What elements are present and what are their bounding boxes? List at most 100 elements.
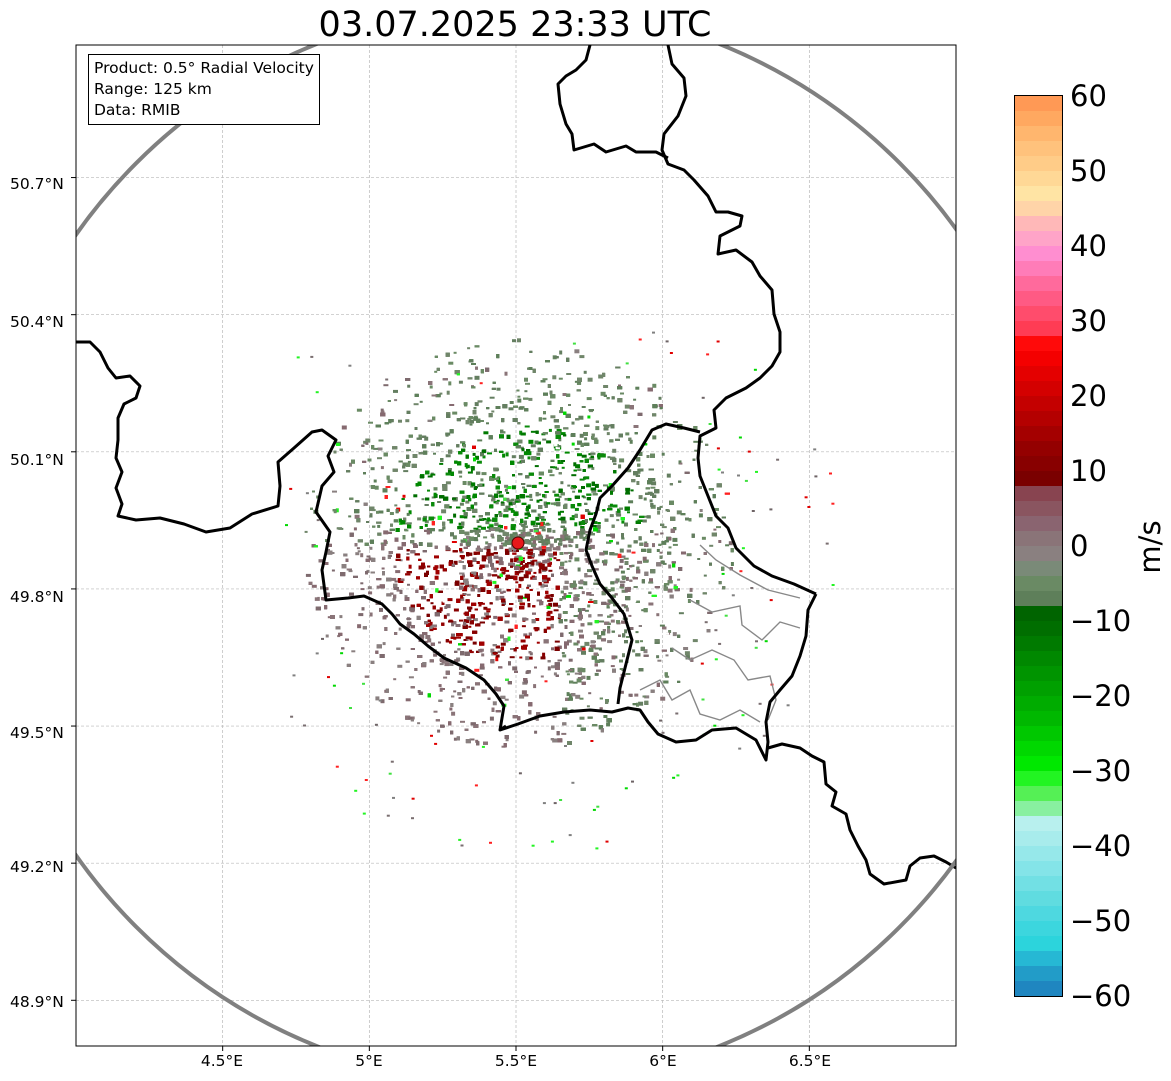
echo-pixel <box>536 641 540 644</box>
echo-pixel <box>692 639 698 643</box>
echo-pixel <box>472 618 478 622</box>
echo-pixel <box>568 560 572 563</box>
echo-pixel <box>524 516 529 519</box>
echo-pixel <box>620 570 625 574</box>
echo-pixel <box>481 526 486 530</box>
echo-pixel <box>367 586 372 590</box>
echo-pixel <box>643 497 647 501</box>
echo-pixel <box>462 442 466 447</box>
echo-pixel <box>699 509 703 512</box>
echo-pixel <box>509 656 515 659</box>
echo-pixel <box>538 477 542 479</box>
echo-pixel <box>535 516 540 521</box>
echo-pixel <box>625 432 630 436</box>
echo-pixel <box>451 541 457 543</box>
echo-pixel <box>406 512 410 516</box>
echo-pixel <box>547 553 553 557</box>
echo-pixel <box>684 651 690 656</box>
echo-pixel <box>574 594 580 598</box>
echo-pixel <box>545 542 549 546</box>
echo-pixel <box>418 542 423 546</box>
echo-pixel <box>507 499 513 503</box>
echo-pixel <box>453 560 458 565</box>
echo-pixel <box>445 481 451 485</box>
echo-pixel <box>587 622 593 626</box>
echo-pixel <box>444 662 450 667</box>
echo-pixel <box>490 562 494 567</box>
echo-pixel <box>689 587 693 592</box>
echo-pixel <box>393 678 397 681</box>
echo-pixel <box>498 561 504 566</box>
echo-pixel <box>520 639 526 643</box>
echo-pixel <box>502 453 506 458</box>
echo-pixel <box>449 640 452 644</box>
echo-pixel <box>586 675 591 680</box>
echo-pixel <box>638 468 644 472</box>
echo-pixel <box>394 504 398 507</box>
echo-pixel <box>459 515 465 519</box>
echo-pixel <box>535 531 541 535</box>
echo-pixel <box>571 421 575 425</box>
echo-pixel <box>529 652 533 656</box>
echo-pixel <box>699 601 704 605</box>
echo-pixel <box>676 510 682 515</box>
echo-pixel <box>657 510 661 515</box>
echo-pixel <box>510 509 515 513</box>
echo-pixel <box>552 715 557 718</box>
echo-pixel <box>661 526 667 529</box>
echo-pixel <box>581 650 586 655</box>
echo-pixel <box>589 645 595 648</box>
echo-pixel <box>486 549 491 553</box>
echo-pixel <box>574 522 578 527</box>
echo-pixel <box>603 561 607 566</box>
echo-pixel <box>518 529 524 532</box>
echo-pixel <box>405 419 410 423</box>
echo-pixel <box>651 481 657 486</box>
echo-pixel <box>566 373 572 375</box>
echo-pixel <box>443 614 447 619</box>
echo-pixel <box>560 407 563 411</box>
echo-pixel <box>563 568 568 573</box>
echo-pixel <box>657 507 661 511</box>
echo-pixel <box>394 580 398 583</box>
echo-pixel <box>578 521 582 526</box>
echo-pixel <box>579 697 584 700</box>
echo-pixel <box>367 458 372 462</box>
echo-pixel <box>529 493 533 498</box>
echo-pixel <box>561 652 565 654</box>
echo-pixel <box>542 438 547 441</box>
echo-pixel <box>349 462 352 467</box>
echo-pixel <box>512 666 518 671</box>
echo-pixel <box>566 639 572 643</box>
echo-pixel <box>476 460 482 464</box>
echo-pixel <box>356 408 362 412</box>
echo-pixel <box>541 545 547 549</box>
echo-pixel <box>625 487 631 491</box>
echo-pixel <box>633 425 639 428</box>
echo-pixel <box>698 513 703 518</box>
echo-pixel <box>629 439 633 444</box>
echo-pixel <box>568 545 573 548</box>
echo-pixel <box>643 649 648 654</box>
echo-pixel <box>553 672 557 676</box>
echo-pixel <box>393 389 398 393</box>
echo-pixel <box>373 479 377 483</box>
echo-pixel <box>453 690 457 693</box>
echo-pixel <box>638 495 643 500</box>
echo-pixel <box>475 455 479 460</box>
echo-pixel <box>600 391 606 396</box>
echo-pixel <box>558 437 562 442</box>
echo-pixel <box>619 458 625 463</box>
echo-pixel <box>636 702 639 707</box>
echo-pixel <box>505 738 509 742</box>
echo-pixel <box>468 584 474 588</box>
echo-pixel <box>452 411 458 415</box>
echo-pixel <box>718 540 722 543</box>
echo-pixel <box>483 431 489 435</box>
echo-pixel <box>589 544 595 549</box>
echo-pixel <box>553 557 557 560</box>
echo-pixel <box>532 559 538 562</box>
echo-pixel <box>625 576 629 581</box>
echo-pixel <box>547 599 552 602</box>
